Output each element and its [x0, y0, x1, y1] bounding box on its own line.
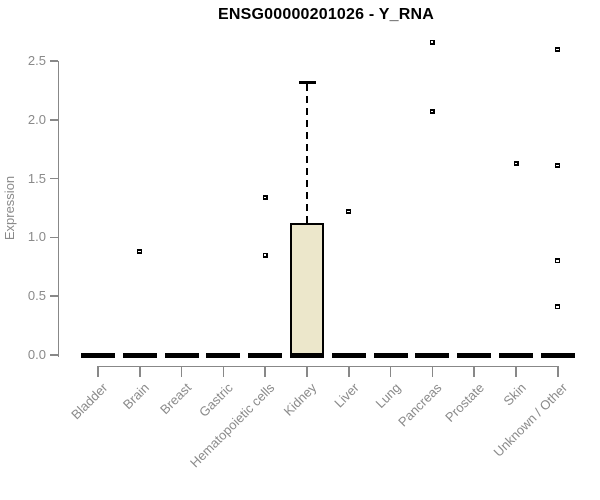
outlier-notch: [263, 196, 267, 199]
median-line: [457, 352, 492, 358]
y-tick-label: 0.5: [27, 288, 46, 304]
outlier-notch: [347, 210, 350, 213]
y-tick-label: 0.0: [27, 347, 46, 362]
outlier-point: [429, 39, 435, 45]
y-axis-label: Expression: [2, 175, 17, 241]
median-line: [331, 352, 366, 358]
chart-title: ENSG00000201026 - Y_RNA: [218, 6, 434, 23]
x-axis-tick: [348, 365, 350, 377]
x-axis-tick: [306, 365, 308, 377]
y-tick-label: 1.5: [27, 170, 46, 186]
outlier-notch: [556, 260, 559, 262]
y-axis-tick: [49, 354, 58, 356]
outlier-notch: [430, 110, 434, 113]
x-axis-tick: [431, 365, 434, 377]
x-tick-label: Kidney: [280, 380, 320, 419]
x-tick-label: Skin: [500, 380, 529, 409]
x-tick-label: Unknown / Other: [490, 380, 571, 460]
y-tick-label: 1.0: [27, 229, 46, 245]
median-line: [81, 352, 115, 358]
y-axis-tick: [49, 177, 58, 180]
median-line: [499, 352, 533, 358]
x-tick-label: Pancreas: [395, 380, 446, 430]
x-axis-tick: [473, 365, 475, 377]
outlier-point: [555, 46, 561, 52]
x-axis-tick: [97, 365, 99, 377]
median-line: [415, 352, 450, 358]
x-axis-tick: [264, 365, 266, 377]
x-tick-label: Liver: [330, 380, 362, 411]
x-tick-label: Prostate: [441, 380, 487, 425]
median-line: [206, 352, 241, 358]
whisker-cap: [298, 80, 316, 84]
x-tick-label: Gastric: [196, 380, 237, 420]
median-line: [540, 352, 575, 358]
median-line: [164, 352, 199, 358]
x-axis-tick: [557, 365, 559, 377]
median-line: [122, 352, 157, 358]
outlier-point: [262, 194, 268, 200]
box: [290, 223, 324, 358]
median-line: [290, 352, 324, 358]
outlier-point: [555, 258, 561, 264]
outlier-notch: [138, 250, 141, 253]
outlier-notch: [556, 164, 559, 167]
outlier-point: [137, 249, 143, 254]
outlier-notch: [430, 41, 434, 43]
whisker: [305, 84, 309, 224]
outlier-notch: [514, 162, 517, 165]
outlier-point: [262, 252, 268, 258]
median-line: [248, 352, 283, 358]
outlier-point: [555, 304, 561, 310]
x-axis-tick: [180, 365, 183, 377]
x-tick-label: Brain: [120, 380, 153, 413]
y-tick-label: 2.0: [27, 111, 46, 127]
x-axis-tick: [139, 365, 141, 377]
x-axis-tick: [389, 365, 392, 377]
y-tick-label: 2.5: [27, 53, 46, 68]
x-tick-label: Breast: [157, 380, 195, 418]
y-axis-tick: [49, 119, 58, 121]
x-tick-label: Bladder: [68, 380, 111, 423]
y-axis-tick: [49, 60, 58, 62]
x-axis-line: [97, 365, 559, 367]
outlier-point: [513, 160, 519, 166]
y-axis-tick: [49, 295, 58, 297]
y-axis-line: [57, 61, 59, 357]
outlier-point: [429, 109, 435, 115]
y-axis-tick: [49, 236, 58, 239]
outlier-notch: [263, 254, 267, 256]
x-axis-tick: [222, 365, 225, 377]
x-tick-label: Lung: [372, 380, 404, 412]
outlier-point: [555, 163, 561, 169]
outlier-point: [346, 209, 352, 215]
median-line: [373, 352, 408, 358]
outlier-notch: [556, 48, 559, 51]
outlier-notch: [556, 306, 559, 308]
x-axis-tick: [515, 365, 517, 377]
